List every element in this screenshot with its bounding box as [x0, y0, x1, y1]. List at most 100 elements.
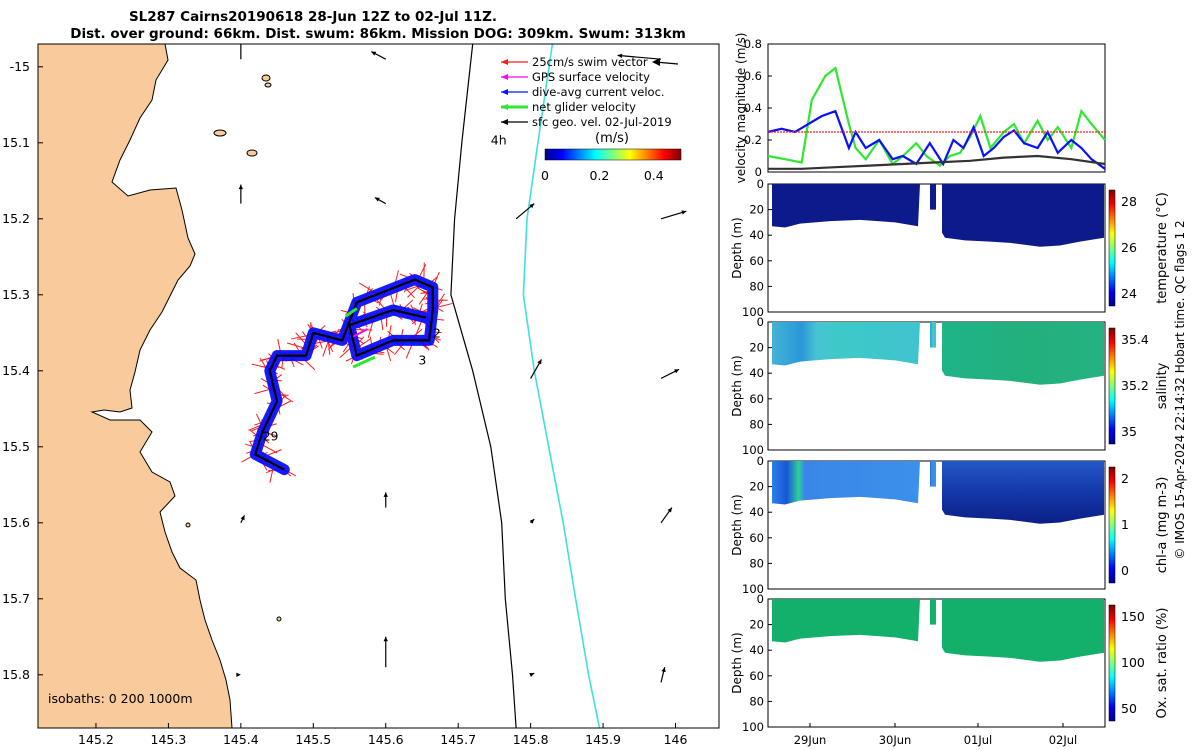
velocity-series-line [767, 109, 1106, 170]
section-colorbar-tick: 50 [1121, 701, 1137, 716]
section-data-a [772, 461, 920, 505]
section-colorbar-label: temperature (°C) [1155, 192, 1170, 304]
section-colorbar-label: chl-a (mg m-3) [1155, 477, 1170, 574]
net-velocity [345, 307, 358, 318]
geo-vector-head [529, 519, 535, 524]
velocity-y-tick-label: 0.8 [744, 37, 762, 51]
section-y-tick-label: 0 [757, 177, 764, 191]
map-y-tick-label: 15.6 [2, 515, 30, 530]
isobaths [450, 44, 601, 728]
section-y-tick-label: 0 [757, 592, 764, 606]
geo-vector-head [674, 369, 680, 374]
section-colorbar-label: Ox. sat. ratio (%) [1155, 608, 1170, 719]
geo-vector-head [240, 515, 245, 521]
map-annotation: 2 [433, 325, 441, 340]
section-y-tick-label: 40 [749, 505, 764, 519]
legend-label: sfc geo. vel. 02-Jul-2019 [532, 115, 672, 129]
section-colorbar-tick: 35.4 [1121, 332, 1149, 347]
section-panel-oxygen: 0 20 40 60 80 100 Depth (m) 150 100 50 Ox. sat. ra… [730, 592, 1170, 747]
section-y-tick-label: 80 [749, 556, 764, 570]
section-y-tick-label: 60 [749, 254, 764, 268]
geo-vector-head [661, 667, 666, 673]
legend-geo-arrow-head [652, 58, 660, 66]
legend-label: dive-avg current veloc. [532, 85, 665, 99]
map-x-tick-label: 145.3 [151, 732, 187, 747]
velocity-y-tick-label: 0 [755, 165, 762, 179]
section-data-gap-sliver [930, 461, 936, 487]
section-x-tick-label: 29Jun [794, 733, 827, 747]
map-x-tick-label: 145.5 [295, 732, 331, 747]
geo-vector-head [374, 197, 380, 202]
figure-title-line1: SL287 Cairns20190618 28-Jun 12Z to 02-Ju… [129, 9, 497, 25]
section-colorbar [1108, 604, 1116, 722]
legend-swatch-head [501, 104, 508, 110]
legend-swatch-head [501, 119, 508, 125]
map-y-ticks: -15 15.1 15.2 15.3 15.4 15.5 15.6 15.7 15.8 [2, 59, 43, 682]
colorbar-bar [544, 148, 682, 161]
section-ylabel: Depth (m) [730, 632, 744, 693]
gps-velocity [352, 328, 369, 338]
section-y-tick-label: 60 [749, 669, 764, 683]
geo-vector-head [371, 51, 377, 56]
section-panel-temperature: 0 20 40 60 80 100 Depth (m) 28 26 24 temperature (… [730, 177, 1170, 319]
section-x-tick-label: 02Jul [1049, 733, 1078, 747]
legend-label: net glider velocity [532, 100, 636, 114]
geo-vector-head [383, 636, 388, 642]
colorbar-tick-label: 0.2 [589, 168, 609, 183]
section-y-tick-label: 0 [757, 315, 764, 329]
section-y-tick-label: 20 [749, 618, 764, 632]
section-colorbar-tick: 2 [1121, 471, 1129, 486]
map-annotations: 4h 23 29 [263, 132, 507, 443]
section-ylabel: Depth (m) [730, 494, 744, 555]
section-y-tick-label: 80 [749, 694, 764, 708]
section-y-tick-label: 20 [749, 203, 764, 217]
section-colorbar-tick: 0 [1121, 563, 1129, 578]
section-data-b [942, 322, 1104, 385]
legend-label: GPS surface velocity [532, 70, 650, 84]
section-y-tick-label: 60 [749, 392, 764, 406]
section-x-tick-label: 01Jul [964, 733, 993, 747]
map-y-tick-label: 15.3 [2, 287, 30, 302]
section-y-tick-label: 20 [749, 341, 764, 355]
velocity-y-tick-label: 0.6 [744, 69, 762, 83]
figure-title-line2: Dist. over ground: 66km. Dist. swum: 86k… [70, 26, 686, 42]
section-colorbar-label: salinity [1155, 362, 1170, 409]
geo-vector-head [617, 53, 623, 58]
legend-label: 25cm/s swim vector [532, 55, 648, 69]
section-colorbar [1108, 189, 1116, 307]
net-velocity [352, 355, 376, 369]
section-colorbar-tick: 35 [1121, 424, 1137, 439]
map-y-tick-label: 15.2 [2, 211, 30, 226]
isobath-200m [450, 44, 517, 728]
glider-track [241, 262, 453, 483]
section-y-tick-label: 100 [742, 305, 764, 319]
section-panel-chl-a: 0 20 40 60 80 100 Depth (m) 2 1 0 chl-a (mg m-3) [730, 454, 1170, 596]
section-ylabel: Depth (m) [730, 355, 744, 416]
map-y-tick-label: 15.1 [2, 135, 30, 150]
section-data-a [772, 599, 920, 643]
geo-vector-head [529, 203, 535, 209]
map-x-tick-label: 146 [664, 732, 688, 747]
geo-vector-head [529, 673, 535, 678]
map-x-tick-label: 145.7 [440, 732, 476, 747]
geo-vector-head [383, 492, 388, 497]
velocity-y-tick-label: 0.4 [744, 101, 762, 115]
map-x-tick-label: 145.8 [513, 732, 549, 747]
colorbar-tick-label: 0.4 [644, 168, 664, 183]
section-y-tick-label: 40 [749, 366, 764, 380]
section-data-a [772, 322, 920, 366]
map-annotation: 3 [418, 353, 426, 368]
section-colorbar-tick: 35.2 [1121, 378, 1149, 393]
velocity-series-line [768, 154, 1106, 170]
section-colorbar [1108, 466, 1116, 584]
map-y-tick-label: 15.4 [2, 363, 30, 378]
map-y-tick-label: 15.5 [2, 439, 30, 454]
map-x-tick-label: 145.9 [585, 732, 621, 747]
section-y-tick-label: 100 [742, 443, 764, 457]
map-y-tick-label: -15 [10, 59, 30, 74]
geo-vector-head [537, 359, 542, 365]
section-y-tick-label: 80 [749, 417, 764, 431]
map-panel: 145.2 145.3 145.4 145.5 145.6 145.7 145.8 145.9… [2, 43, 720, 747]
